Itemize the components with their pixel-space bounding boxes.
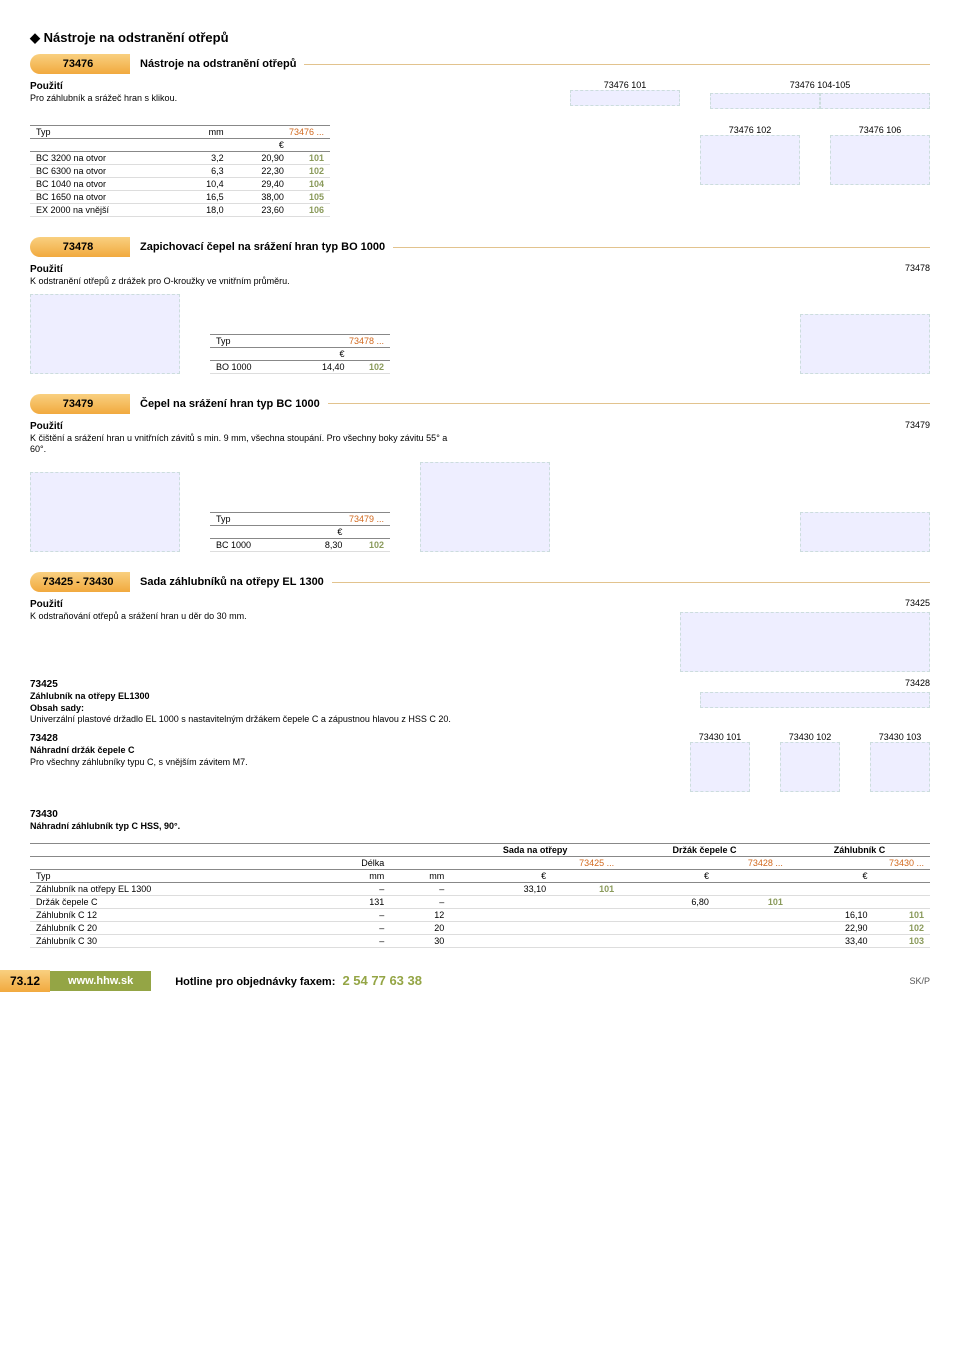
usage-label: Použití xyxy=(30,80,462,93)
usage-text: Použití K odstranění otřepů z drážek pro… xyxy=(30,263,462,288)
block-73430: 73430 Náhradní záhlubník typ C HSS, 90°. xyxy=(30,808,462,833)
ref-label: 73479 xyxy=(905,420,930,456)
product-image xyxy=(420,462,550,552)
ref-label: 73478 xyxy=(905,263,930,288)
table-73476: Typ mm 73476 ... € BC 3200 na otvor3,220… xyxy=(30,125,330,217)
pill-title: Nástroje na odstranění otřepů xyxy=(140,58,296,70)
pill-line xyxy=(332,582,930,583)
section-73425-73430: 73425 - 73430 Sada záhlubníků na otřepy … xyxy=(30,572,930,948)
table-big: Sada na otřepy Držák čepele C Záhlubník … xyxy=(30,843,930,948)
table-row: Záhlubník C 12–1216,10101 xyxy=(30,908,930,921)
pill-code: 73476 xyxy=(30,54,130,74)
block-73428: 73428 Náhradní držák čepele C Pro všechn… xyxy=(30,732,462,802)
table-row: BC 6300 na otvor6,322,30102 xyxy=(30,165,330,178)
th-code: 73476 ... xyxy=(230,126,330,139)
section-73479: 73479 Čepel na srážení hran typ BC 1000 … xyxy=(30,394,930,552)
pill-code: 73425 - 73430 xyxy=(30,572,130,592)
pill-code: 73478 xyxy=(30,237,130,257)
hhw-url: www.hhw.sk xyxy=(50,971,151,991)
usage-body: K odstraňování otřepů a srážení hran u d… xyxy=(30,611,247,621)
table-row: BC 1650 na otvor16,538,00105 xyxy=(30,191,330,204)
usage-text: Použití K odstraňování otřepů a srážení … xyxy=(30,598,462,672)
product-image xyxy=(30,294,180,374)
usage-body: K odstranění otřepů z drážek pro O-krouž… xyxy=(30,276,290,286)
table-73479: Typ73479 ... € BC 10008,30102 xyxy=(210,512,390,552)
th-eur: € xyxy=(230,139,290,152)
pill-line xyxy=(393,247,930,248)
section-73476: 73476 Nástroje na odstranění otřepů Použ… xyxy=(30,54,930,217)
skp-label: SK/P xyxy=(909,976,930,986)
page-number: 73.12 xyxy=(0,970,50,992)
block-73425: 73425 Záhlubník na otřepy EL1300 Obsah s… xyxy=(30,678,462,726)
thumb-label: 73430 103 xyxy=(870,732,930,794)
thumb-label: 73476 102 xyxy=(700,125,800,187)
thumb-label: 73476 104-105 xyxy=(710,80,930,111)
usage-body: K čištění a srážení hran u vnitřních záv… xyxy=(30,433,447,455)
th-mm: mm xyxy=(178,126,229,139)
section-73478: 73478 Zapichovací čepel na srážení hran … xyxy=(30,237,930,374)
ref-label: 73428 xyxy=(905,678,930,688)
table-row: Záhlubník na otřepy EL 1300––33,10101 xyxy=(30,882,930,895)
pill-title: Čepel na srážení hran typ BC 1000 xyxy=(140,398,320,410)
usage-body: Pro záhlubník a srážeč hran s klikou. xyxy=(30,93,177,103)
thumb-label: 73476 106 xyxy=(830,125,930,187)
table-row: Záhlubník C 30–3033,40103 xyxy=(30,934,930,947)
th-typ: Typ xyxy=(30,126,178,139)
product-image xyxy=(700,692,930,708)
product-image xyxy=(680,612,930,672)
table-row: BC 3200 na otvor3,220,90101 xyxy=(30,152,330,165)
usage-label: Použití xyxy=(30,420,462,433)
product-image xyxy=(30,472,180,552)
product-image xyxy=(800,512,930,552)
thumb-label: 73430 102 xyxy=(780,732,840,794)
table-row: Držák čepele C131–6,80101 xyxy=(30,895,930,908)
usage-label: Použití xyxy=(30,598,462,611)
pill-line xyxy=(304,64,930,65)
table-row: Záhlubník C 20–2022,90102 xyxy=(30,921,930,934)
thumb-label: 73476 101 xyxy=(570,80,680,111)
table-row: BC 1040 na otvor10,429,40104 xyxy=(30,178,330,191)
ref-label: 73425 xyxy=(905,598,930,608)
usage-text: Použití K čištění a srážení hran u vnitř… xyxy=(30,420,462,456)
table-row: EX 2000 na vnější18,023,60106 xyxy=(30,204,330,217)
pill-line xyxy=(328,403,930,404)
usage-label: Použití xyxy=(30,263,462,276)
footer: 73.12 www.hhw.sk Hotline pro objednávky … xyxy=(0,968,960,994)
hotline: Hotline pro objednávky faxem: 2 54 77 63… xyxy=(175,973,422,988)
table-row: BC 10008,30102 xyxy=(210,539,390,552)
pill-title: Sada záhlubníků na otřepy EL 1300 xyxy=(140,576,324,588)
table-73478: Typ73478 ... € BO 100014,40102 xyxy=(210,334,390,374)
pill-title: Zapichovací čepel na srážení hran typ BO… xyxy=(140,241,385,253)
pill-code: 73479 xyxy=(30,394,130,414)
usage-text: Použití Pro záhlubník a srážeč hran s kl… xyxy=(30,80,462,119)
thumb-label: 73430 101 xyxy=(690,732,750,794)
page-heading: ◆ Nástroje na odstranění otřepů xyxy=(30,30,930,46)
table-row: BO 100014,40102 xyxy=(210,360,390,373)
product-image xyxy=(800,314,930,374)
